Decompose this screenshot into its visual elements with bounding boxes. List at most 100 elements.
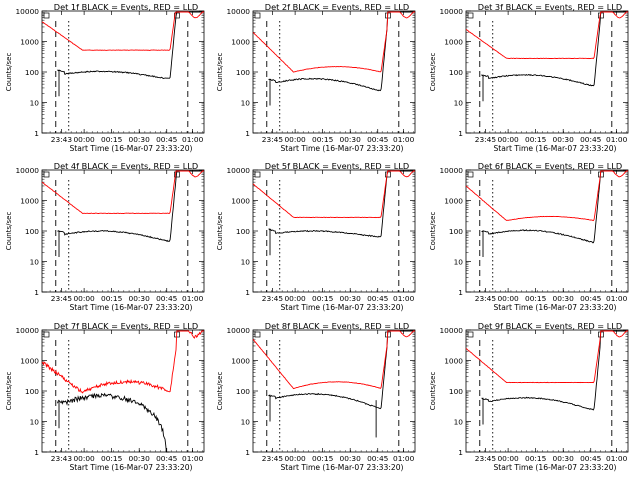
- lld-line: [465, 11, 628, 60]
- x-axis-label: Start Time (16-Mar-07 23:33:20): [280, 144, 403, 153]
- plot-frame: [252, 329, 416, 453]
- panel-title: Det 1f BLACK = Events, RED = LLD: [54, 2, 198, 12]
- y-tick-label: 1000: [20, 38, 39, 47]
- y-tick-label: 1: [34, 288, 39, 297]
- y-tick-label: 10000: [15, 326, 39, 335]
- y-tick-label: 10000: [226, 326, 250, 335]
- x-tick-label: 00:30: [340, 135, 362, 144]
- panel-title: Det 3f BLACK = Events, RED = LLD: [478, 2, 622, 12]
- y-tick-label: 100: [25, 68, 39, 77]
- y-tick-label: 10000: [439, 326, 463, 335]
- y-tick-label: 1000: [20, 197, 39, 206]
- x-tick-label: 00:15: [312, 454, 334, 463]
- flag-box-left: [254, 171, 261, 178]
- detector-panel-5: Det 5f BLACK = Events, RED = LLD 1 10 100 10…: [216, 161, 416, 312]
- x-tick-label: 01:00: [182, 294, 204, 303]
- x-axis-label: Start Time (16-Mar-07 23:33:20): [493, 463, 616, 472]
- x-tick-label: 00:45: [367, 294, 389, 303]
- y-tick-label: 100: [449, 68, 463, 77]
- detector-panel-2: Det 2f BLACK = Events, RED = LLD 1 10 100 10…: [216, 2, 416, 153]
- y-axis-label: Counts/sec: [5, 53, 13, 92]
- events-line: [57, 392, 170, 453]
- detector-panel-3: Det 3f BLACK = Events, RED = LLD 1 10 100 10…: [429, 2, 629, 153]
- x-tick-label: 00:00: [284, 454, 306, 463]
- y-tick-label: 1000: [444, 38, 463, 47]
- lld-line: [465, 170, 628, 222]
- flag-box-left: [467, 171, 474, 178]
- flag-box-left: [43, 331, 50, 338]
- x-tick-label: 00:30: [340, 294, 362, 303]
- x-tick-label: 00:15: [312, 135, 334, 144]
- flag-box-left: [467, 331, 474, 338]
- y-tick-label: 100: [449, 227, 463, 236]
- x-tick-label: 00:45: [156, 294, 178, 303]
- detector-panel-8: Det 8f BLACK = Events, RED = LLD 1 10 100 10…: [216, 321, 416, 472]
- y-axis-label: Counts/sec: [429, 372, 437, 411]
- x-tick-label: 00:00: [497, 135, 519, 144]
- y-tick-label: 1: [458, 288, 463, 297]
- x-tick-label: 00:15: [101, 135, 123, 144]
- x-tick-label: 23:45: [262, 294, 284, 303]
- y-tick-label: 10000: [439, 166, 463, 175]
- flag-box-left: [254, 331, 261, 338]
- x-tick-label: 01:00: [393, 294, 415, 303]
- panel-title: Det 9f BLACK = Events, RED = LLD: [478, 321, 622, 331]
- y-tick-label: 10: [454, 258, 464, 267]
- x-tick-label: 23:45: [475, 294, 497, 303]
- x-tick-label: 00:30: [340, 454, 362, 463]
- plot-frame: [252, 10, 416, 134]
- detector-panel-7: Det 7f BLACK = Events, RED = LLD 1 10 100 10…: [5, 321, 205, 472]
- flag-box-left: [467, 12, 474, 19]
- x-axis-label: Start Time (16-Mar-07 23:33:20): [69, 303, 192, 312]
- y-tick-label: 100: [236, 227, 250, 236]
- x-tick-label: 00:00: [73, 294, 95, 303]
- y-axis-label: Counts/sec: [216, 372, 224, 411]
- x-tick-label: 23:45: [51, 294, 73, 303]
- x-tick-label: 00:30: [129, 135, 151, 144]
- events-line: [481, 170, 628, 244]
- y-tick-label: 10: [30, 99, 40, 108]
- x-tick-label: 00:45: [580, 135, 602, 144]
- plot-frame: [41, 169, 205, 293]
- y-tick-label: 10: [454, 418, 464, 427]
- lld-line: [41, 170, 204, 214]
- x-tick-label: 00:45: [580, 454, 602, 463]
- lld-line: [252, 170, 415, 219]
- x-tick-label: 00:30: [553, 135, 575, 144]
- x-tick-label: 01:00: [606, 294, 628, 303]
- x-tick-label: 00:15: [525, 294, 547, 303]
- x-tick-label: 00:00: [284, 294, 306, 303]
- y-tick-label: 10: [30, 258, 40, 267]
- x-tick-label: 00:45: [367, 454, 389, 463]
- x-tick-label: 00:45: [367, 135, 389, 144]
- panel-title: Det 2f BLACK = Events, RED = LLD: [265, 2, 409, 12]
- x-tick-label: 00:15: [525, 454, 547, 463]
- x-tick-label: 00:45: [156, 135, 178, 144]
- x-tick-label: 00:30: [553, 454, 575, 463]
- y-tick-label: 100: [236, 68, 250, 77]
- x-tick-label: 01:00: [393, 135, 415, 144]
- x-tick-label: 00:00: [497, 294, 519, 303]
- x-tick-label: 01:00: [182, 454, 204, 463]
- flag-box-left: [254, 12, 261, 19]
- x-tick-label: 00:45: [580, 294, 602, 303]
- y-tick-label: 10000: [15, 166, 39, 175]
- lld-line: [252, 330, 415, 390]
- x-axis-label: Start Time (16-Mar-07 23:33:20): [280, 303, 403, 312]
- plot-frame: [252, 169, 416, 293]
- x-tick-label: 00:00: [73, 454, 95, 463]
- plot-frame: [465, 329, 629, 453]
- x-tick-label: 00:30: [129, 454, 151, 463]
- y-axis-label: Counts/sec: [429, 53, 437, 92]
- x-tick-label: 00:30: [553, 294, 575, 303]
- x-axis-label: Start Time (16-Mar-07 23:33:20): [69, 463, 192, 472]
- x-tick-label: 00:00: [73, 135, 95, 144]
- events-line: [57, 11, 204, 79]
- y-tick-label: 1: [245, 448, 250, 457]
- x-tick-label: 00:15: [312, 294, 334, 303]
- events-line: [268, 170, 415, 238]
- y-tick-label: 1: [34, 448, 39, 457]
- x-tick-label: 23:43: [51, 135, 73, 144]
- x-tick-label: 00:00: [497, 454, 519, 463]
- x-tick-label: 23:45: [262, 454, 284, 463]
